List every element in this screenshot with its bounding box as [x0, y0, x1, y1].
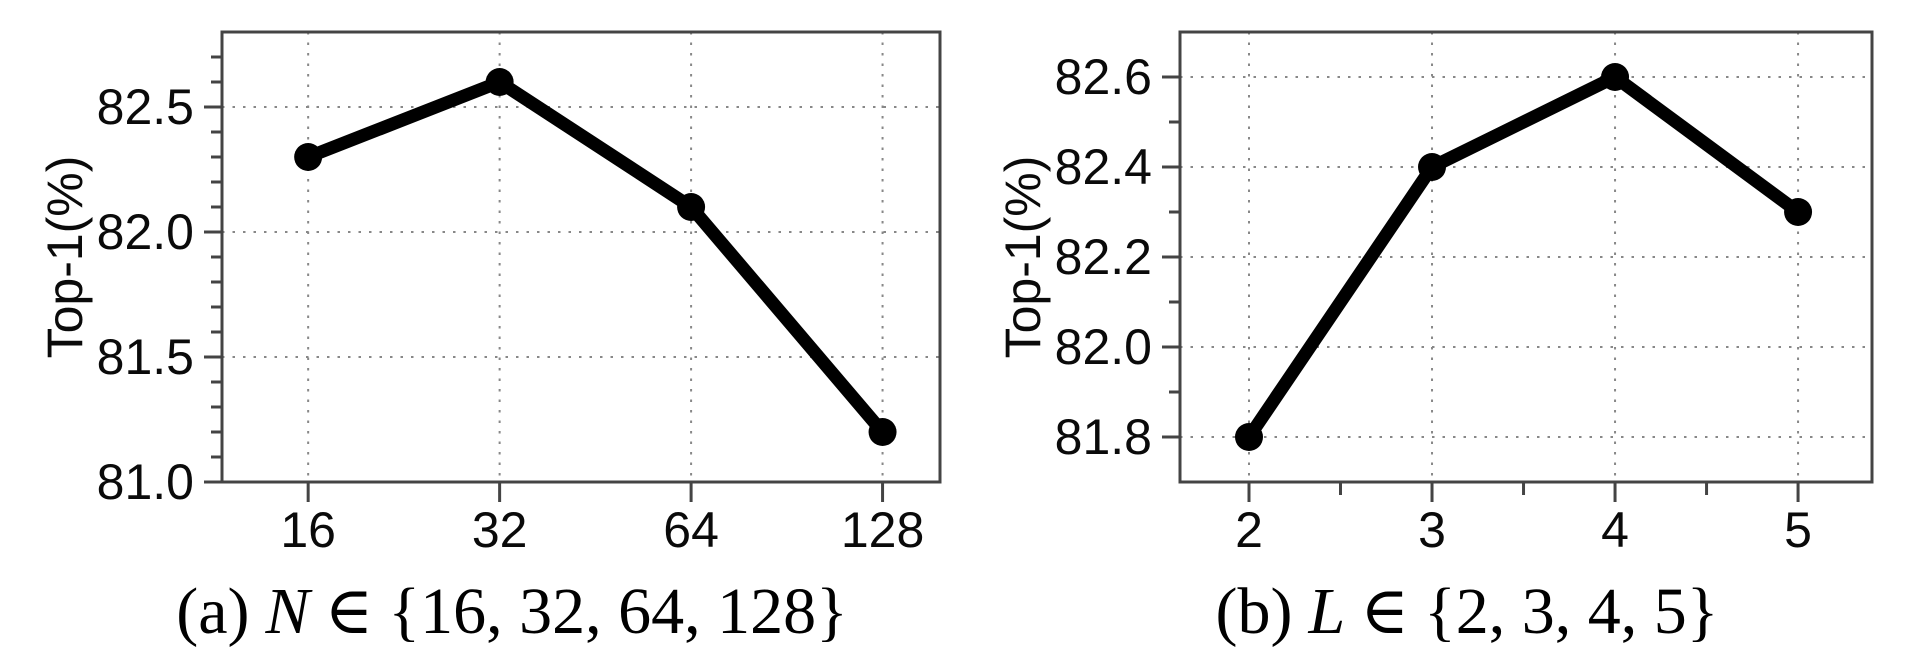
x-tick-label: 64	[663, 502, 719, 558]
data-line-b	[1243, 69, 1802, 441]
data-point	[1234, 423, 1263, 451]
plot-box	[1178, 30, 1874, 484]
y-tick-label: 82.4	[1055, 139, 1152, 195]
y-tick-label: 82.0	[97, 204, 194, 260]
x-tick-label: 4	[1601, 502, 1629, 558]
x-tick-label: 128	[841, 502, 924, 558]
caption-b: (b) L ∈ {2, 3, 4, 5}	[987, 577, 1920, 646]
caption-a-variable: N	[265, 575, 310, 648]
chart-a: 81.0 81.5 82.0 82.5 16 32 64 128 Top-1(%)	[37, 30, 942, 558]
x-tick-label: 16	[280, 502, 336, 558]
y-axis-label: Top-1(%)	[37, 156, 93, 359]
grid-a	[222, 32, 940, 482]
y-tick-label: 82.0	[1055, 319, 1152, 375]
y-tick-label: 82.6	[1055, 49, 1152, 105]
data-point	[1601, 63, 1630, 91]
data-point	[485, 68, 514, 96]
data-point	[1784, 198, 1813, 226]
data-point	[1418, 153, 1447, 181]
y-axis-label: Top-1(%)	[995, 156, 1051, 359]
data-line-a	[305, 74, 888, 437]
x-tick-label: 3	[1418, 502, 1446, 558]
caption-a-index: (a)	[176, 575, 250, 648]
x-tick-label: 5	[1784, 502, 1812, 558]
caption-a-relation: ∈	[324, 575, 374, 648]
caption-a: (a) N ∈ {16, 32, 64, 128}	[32, 577, 992, 646]
ticks-b	[1162, 75, 1800, 502]
caption-b-set: {2, 3, 4, 5}	[1424, 575, 1719, 648]
chart-b: 81.8 82.0 82.2 82.4 82.6 2 3 4 5 Top-1(%)	[995, 30, 1874, 558]
caption-b-variable: L	[1308, 575, 1346, 648]
caption-a-set: {16, 32, 64, 128}	[388, 575, 848, 648]
plot-box	[220, 30, 942, 484]
y-tick-label: 81.0	[97, 454, 194, 510]
data-point	[868, 418, 897, 446]
data-point	[294, 143, 323, 171]
data-point	[677, 193, 706, 221]
caption-b-index: (b)	[1215, 575, 1293, 648]
x-tick-label: 32	[472, 502, 528, 558]
ticks-a	[204, 55, 885, 502]
grid-b	[1180, 32, 1872, 482]
y-tick-label: 81.8	[1055, 409, 1152, 465]
y-tick-label: 82.2	[1055, 229, 1152, 285]
x-tick-label: 2	[1235, 502, 1263, 558]
y-tick-label: 81.5	[97, 329, 194, 385]
caption-b-relation: ∈	[1360, 575, 1410, 648]
y-tick-label: 82.5	[97, 79, 194, 135]
